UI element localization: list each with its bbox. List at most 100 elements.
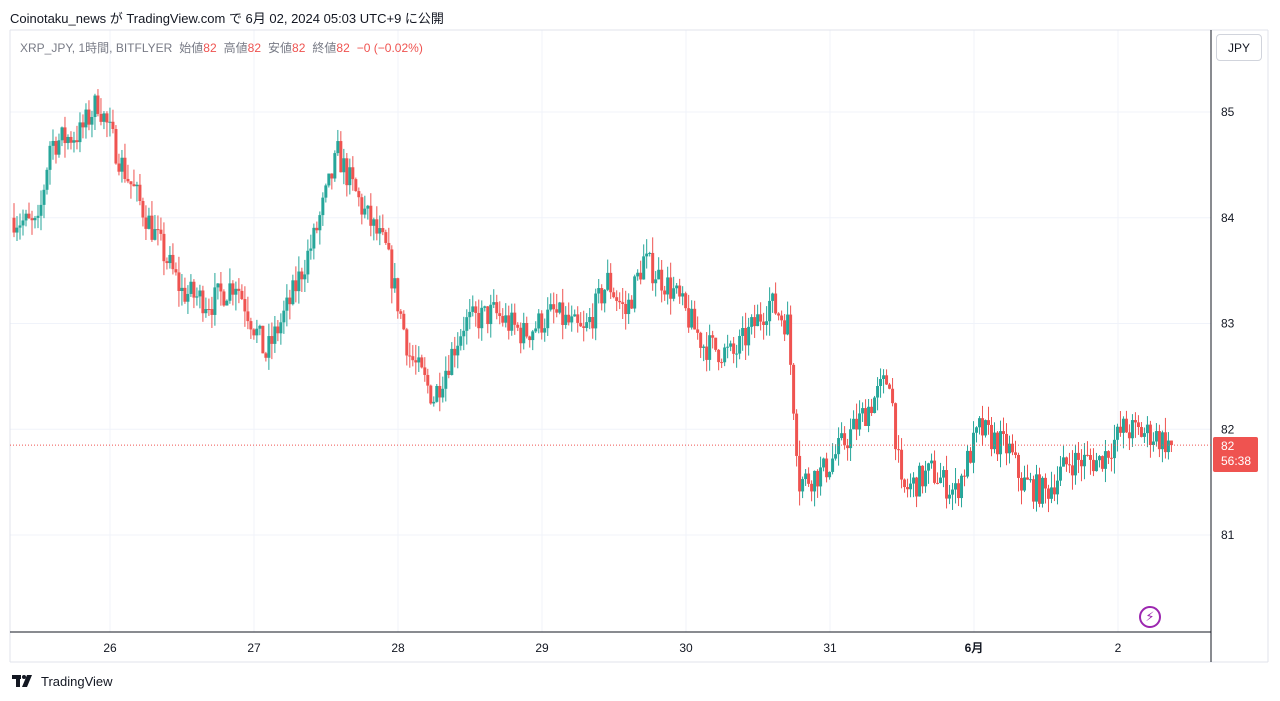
candle-body — [36, 215, 40, 218]
candle-body — [1136, 422, 1140, 428]
candle-body — [630, 299, 634, 309]
candle-body — [1002, 431, 1006, 434]
candle-body — [840, 433, 844, 439]
candle-body — [1008, 443, 1012, 454]
brand-name: TradingView — [41, 674, 113, 689]
candle-body — [441, 388, 445, 398]
x-tick-label: 2 — [1115, 641, 1122, 655]
candle-body — [897, 449, 901, 451]
candle-body — [378, 228, 382, 234]
candle-body — [972, 432, 976, 463]
candle-body — [747, 326, 751, 346]
candle-body — [975, 427, 979, 433]
candle-body — [1040, 477, 1044, 504]
candle-body — [759, 314, 763, 322]
candle-body — [888, 384, 892, 389]
candle-body — [789, 314, 793, 365]
candle-body — [57, 140, 61, 155]
candle-body — [594, 293, 598, 329]
candle-body — [1112, 439, 1116, 459]
candle-body — [1151, 441, 1155, 446]
candle-body — [591, 317, 595, 329]
candle-body — [450, 348, 454, 375]
candle-body — [687, 308, 691, 328]
candle-body — [210, 309, 214, 315]
candle-body — [183, 287, 187, 302]
candle-body — [1016, 454, 1020, 478]
candle-body — [1013, 452, 1017, 455]
candle-body — [312, 227, 316, 249]
candle-body — [969, 450, 973, 463]
candle-body — [534, 328, 538, 332]
candle-body — [528, 336, 532, 341]
candle-body — [804, 473, 808, 480]
candle-body — [321, 197, 325, 216]
candle-body — [786, 314, 790, 335]
candle-body — [1005, 433, 1009, 454]
candle-body — [303, 274, 307, 280]
candle-body — [654, 279, 658, 284]
candle-body — [516, 324, 520, 328]
last-price-value: 82 — [1221, 439, 1235, 453]
candle-body — [507, 315, 511, 331]
candle-body — [426, 374, 430, 386]
candle-body — [315, 227, 319, 231]
candle-body — [201, 290, 205, 314]
candle-body — [480, 307, 484, 329]
candle-body — [387, 242, 391, 250]
candle-body — [120, 157, 124, 172]
candle-body — [738, 335, 742, 354]
currency-button[interactable]: JPY — [1216, 34, 1262, 61]
candle-body — [42, 189, 46, 205]
candle-body — [942, 470, 946, 478]
candle-body — [855, 418, 859, 430]
candle-body — [681, 293, 685, 297]
candle-body — [327, 173, 331, 186]
candle-body — [690, 308, 694, 328]
candle-body — [1145, 424, 1149, 434]
candle-body — [471, 306, 475, 312]
candle-body — [726, 346, 730, 348]
candle-body — [1061, 457, 1065, 467]
candle-body — [96, 95, 100, 114]
candle-body — [522, 322, 526, 344]
change-value: −0 (−0.02%) — [356, 41, 423, 55]
candle-body — [429, 385, 433, 404]
candle-body — [75, 140, 79, 143]
candle-body — [195, 296, 199, 298]
candle-body — [384, 232, 388, 243]
candle-body — [570, 316, 574, 323]
candle-body — [603, 289, 607, 304]
candle-body — [168, 254, 172, 264]
candle-body — [666, 277, 670, 295]
candle-body — [756, 314, 760, 327]
candle-body — [414, 360, 418, 363]
candle-body — [432, 401, 436, 404]
candle-body — [1157, 431, 1161, 450]
candle-body — [51, 140, 55, 146]
y-tick-label: 82 — [1221, 422, 1235, 436]
candle-body — [864, 408, 868, 427]
candle-body — [801, 479, 805, 492]
candle-body — [1025, 477, 1029, 480]
candle-body — [156, 229, 160, 231]
candle-body — [555, 309, 559, 313]
lightning-icon[interactable]: ⚡ — [1139, 606, 1161, 628]
candle-body — [1043, 477, 1047, 489]
candle-body — [87, 109, 91, 125]
candle-body — [486, 306, 490, 325]
candle-body — [288, 297, 292, 305]
candle-body — [402, 313, 406, 330]
candle-body — [501, 316, 505, 323]
candle-body — [255, 328, 259, 336]
candle-body — [564, 314, 568, 325]
candle-body — [297, 271, 301, 292]
candle-body — [234, 288, 238, 295]
candle-body — [1058, 466, 1062, 481]
candle-body — [444, 370, 448, 389]
candle-body — [606, 272, 610, 290]
candle-body — [1154, 431, 1158, 442]
candle-body — [1046, 488, 1050, 499]
candle-body — [447, 370, 451, 375]
